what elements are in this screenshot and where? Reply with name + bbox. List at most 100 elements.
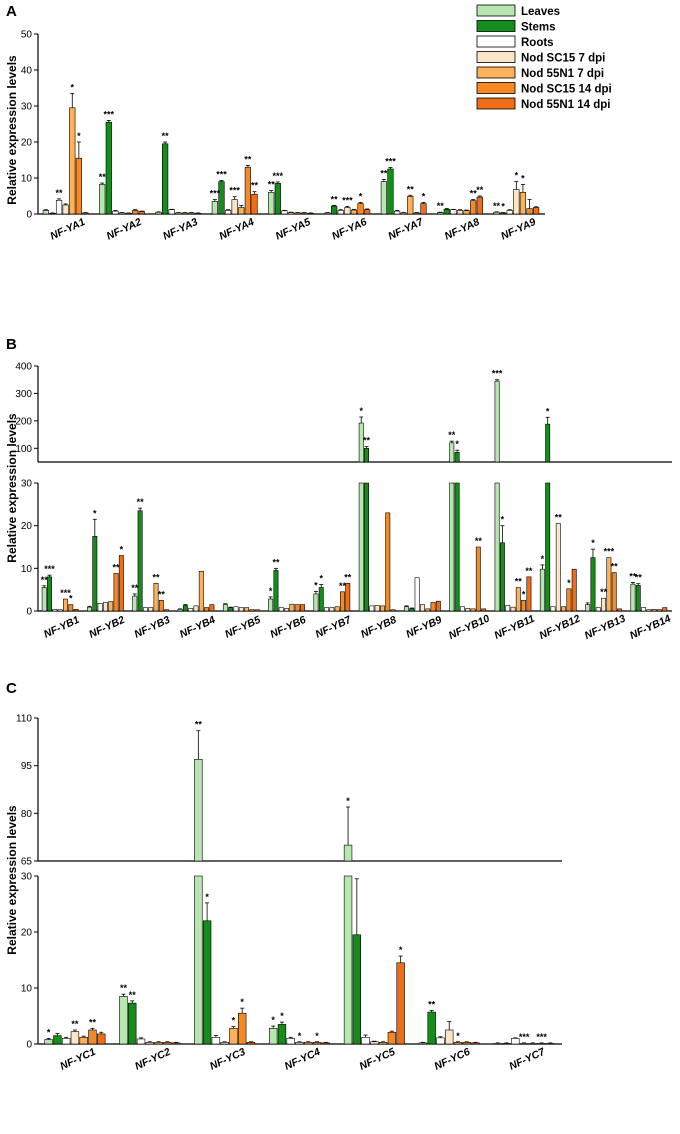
bar-rect bbox=[224, 210, 232, 215]
bar-rect bbox=[506, 210, 513, 215]
bar-rect bbox=[437, 212, 444, 215]
bar-nf-ya1-nod-sc15-7-dpi bbox=[62, 203, 69, 215]
legend-label: Roots bbox=[521, 37, 554, 49]
bar-rect bbox=[481, 608, 487, 612]
bar-rect bbox=[148, 607, 154, 612]
bar-rect bbox=[419, 604, 425, 612]
bar-nf-yc3-nod-55n1-7-dpi bbox=[229, 1026, 238, 1045]
bar-rect bbox=[396, 962, 405, 1045]
bar-rect bbox=[646, 609, 652, 612]
y-tick-label: 200 bbox=[15, 416, 32, 427]
bar-rect bbox=[102, 602, 108, 612]
bar-rect bbox=[510, 606, 516, 612]
bar-nf-yb4-nod-55n1-14-dpi bbox=[209, 604, 215, 612]
y-tick-label: 10 bbox=[21, 174, 33, 185]
bar-rect bbox=[228, 607, 234, 612]
bar-nf-yc2-roots bbox=[136, 1037, 146, 1045]
bar-rect bbox=[119, 996, 128, 1045]
bar-rect bbox=[195, 212, 202, 215]
legend-swatch bbox=[476, 82, 516, 94]
bar-nf-yb10-leaves bbox=[449, 440, 455, 612]
bar-rect bbox=[539, 568, 545, 612]
bar-rect bbox=[387, 1031, 397, 1045]
bar-rect bbox=[617, 608, 622, 612]
bar-nf-ya1-nod-55n1-7-dpi bbox=[69, 93, 76, 215]
significance-mark: ** bbox=[153, 572, 161, 582]
bar-nf-yb10-roots bbox=[459, 606, 465, 612]
category-label: NF-YA3 bbox=[161, 216, 200, 243]
bar-rect bbox=[635, 585, 641, 612]
bar-nf-yb14-nod-sc15-7-dpi bbox=[646, 609, 652, 612]
significance-mark: ** bbox=[407, 184, 415, 194]
y-axis-label: Relative expression levels bbox=[5, 805, 19, 955]
bar-nf-yb13-nod-55n1-7-dpi bbox=[606, 557, 612, 612]
category-label: NF-YB7 bbox=[314, 613, 354, 640]
bar-rect bbox=[331, 205, 338, 215]
category-label: NF-YA6 bbox=[330, 216, 369, 243]
bar-rect bbox=[188, 212, 195, 215]
significance-mark: * bbox=[546, 406, 550, 416]
category-label: NF-YC4 bbox=[283, 1046, 323, 1073]
significance-mark: * bbox=[77, 131, 81, 141]
bar-nf-ya8-roots bbox=[450, 208, 457, 215]
significance-mark: * bbox=[205, 892, 209, 902]
bar-rect bbox=[251, 193, 258, 215]
bar-nf-yb7-nod-sc15-14-dpi bbox=[340, 591, 345, 612]
bar-rect bbox=[162, 143, 169, 215]
bar-rect bbox=[418, 1042, 428, 1045]
bar-nf-yb7-leaves bbox=[313, 590, 319, 612]
legend-label: Nod 55N1 7 dpi bbox=[521, 68, 604, 80]
significance-mark: ** bbox=[56, 188, 64, 198]
bar-rect bbox=[505, 605, 511, 612]
bar-lower-part bbox=[494, 482, 500, 612]
significance-mark: * bbox=[591, 538, 595, 548]
bar-rect bbox=[118, 212, 126, 215]
bar-rect bbox=[177, 608, 183, 612]
bar-nf-ya3-roots bbox=[168, 208, 175, 215]
category-label: NF-YB12 bbox=[537, 613, 582, 642]
bar-rect bbox=[128, 1002, 137, 1045]
bar-nf-yc5-nod-55n1-7-dpi bbox=[378, 1041, 388, 1045]
bar-nf-yb8-roots bbox=[369, 605, 375, 612]
significance-mark: * bbox=[314, 580, 318, 590]
y-tick-label: 30 bbox=[21, 102, 33, 113]
bar-nf-ya3-nod-sc15-14-dpi bbox=[188, 212, 195, 215]
bar-nf-yb3-leaves bbox=[132, 593, 138, 612]
bar-rect bbox=[62, 598, 68, 612]
significance-mark: * bbox=[319, 574, 323, 584]
bar-nf-yb13-nod-sc15-7-dpi bbox=[601, 597, 607, 612]
legend-label: Nod SC15 7 dpi bbox=[521, 53, 605, 65]
bar-nf-ya9-stems bbox=[500, 212, 507, 215]
bar-nf-yb5-leaves bbox=[222, 603, 228, 612]
bar-rect bbox=[132, 595, 138, 612]
bar-rect bbox=[443, 209, 450, 215]
panel-c-chart: C 0 10 20 30 65 80 95 110 Relative expression lev… bbox=[5, 680, 562, 1073]
bar-nf-yc4-nod-55n1-14-dpi bbox=[321, 1041, 330, 1045]
bar-nf-yc5-nod-sc15-14-dpi bbox=[387, 1030, 397, 1045]
significance-mark: ** bbox=[268, 180, 276, 190]
bar-upper-part bbox=[364, 447, 369, 463]
bar-upper-part bbox=[449, 442, 455, 463]
bar-nf-yb3-nod-55n1-7-dpi bbox=[153, 582, 159, 612]
bar-nf-yc2-leaves bbox=[119, 993, 128, 1045]
bar-rect bbox=[519, 192, 527, 215]
bar-upper-part bbox=[343, 844, 353, 862]
bar-nf-ya2-nod-sc15-7-dpi bbox=[118, 212, 126, 215]
bar-upper-part bbox=[454, 452, 460, 463]
bar-rect bbox=[202, 920, 212, 1045]
bar-rect bbox=[641, 607, 647, 612]
bar-rect bbox=[295, 1042, 304, 1045]
significance-mark: ** bbox=[493, 201, 501, 211]
bar-nf-yc1-nod-sc15-14-dpi bbox=[88, 1027, 97, 1045]
bar-nf-yc4-stems bbox=[277, 1021, 287, 1045]
bar-nf-yc1-leaves bbox=[44, 1038, 53, 1045]
bar-upper-part bbox=[194, 759, 203, 862]
significance-mark: ** bbox=[380, 168, 388, 178]
bar-nf-yb10-nod-sc15-14-dpi bbox=[475, 546, 481, 612]
y-tick-label: 20 bbox=[21, 138, 33, 149]
bar-nf-yc6-nod-55n1-14-dpi bbox=[471, 1041, 480, 1045]
bar-rect bbox=[238, 207, 245, 215]
bar-nf-yc7-nod-55n1-7-dpi bbox=[528, 1042, 538, 1045]
significance-mark: ** bbox=[71, 1019, 79, 1029]
bar-rect bbox=[182, 605, 188, 612]
